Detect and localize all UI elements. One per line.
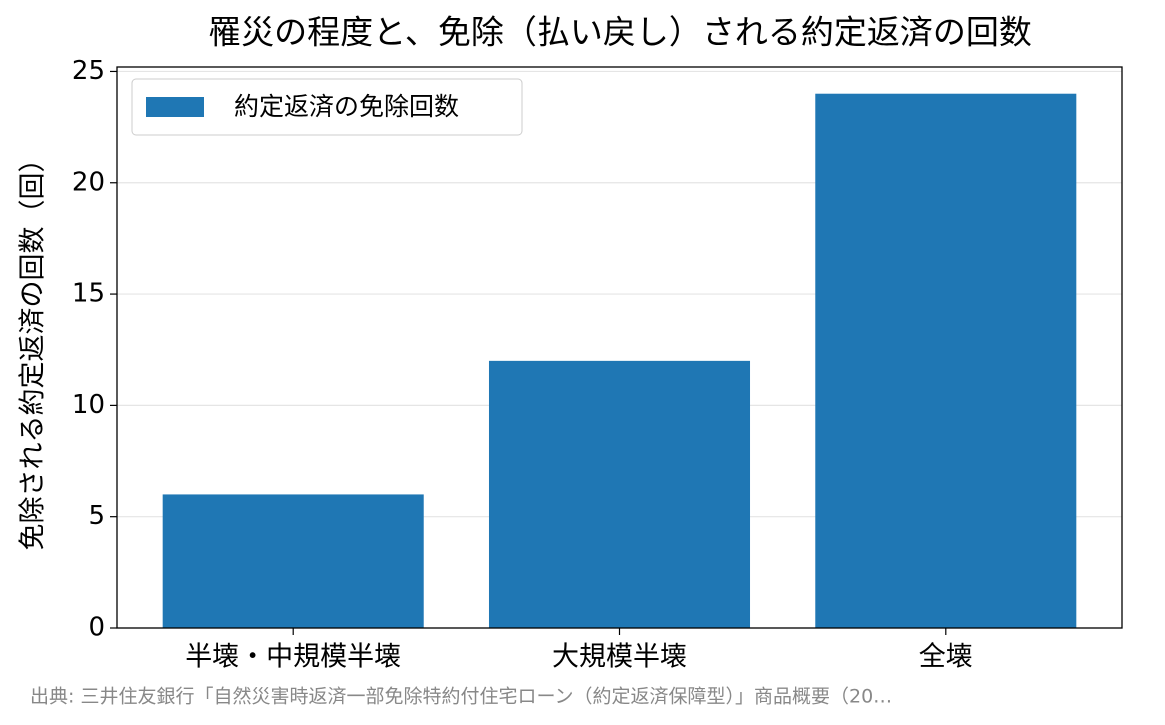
plot-frame (116, 66, 1123, 629)
y-tick-label: 0 (88, 613, 105, 643)
bar (162, 494, 424, 628)
x-tick-label: 大規模半壊 (552, 642, 687, 673)
bar (488, 360, 751, 628)
legend-swatch (146, 97, 204, 117)
chart-title: 罹災の程度と、免除（払い戻し）される約定返済の回数 (208, 13, 1032, 52)
x-tick-label: 半壊・中規模半壊 (185, 642, 401, 673)
source-note: 出典: 三井住友銀行「自然災害時返済一部免除特約付住宅ローン（約定返済保障型）」… (30, 686, 892, 708)
legend-label: 約定返済の免除回数 (234, 92, 459, 121)
y-tick-label: 10 (72, 390, 105, 420)
legend-box (131, 78, 523, 136)
y-tick-label: 20 (72, 167, 105, 197)
y-tick-label: 25 (72, 56, 105, 86)
y-tick-label: 15 (72, 279, 105, 309)
bar (815, 93, 1077, 628)
y-axis-label: 免除される約定返済の回数（回） (18, 146, 49, 551)
x-tick-label: 全壊 (919, 642, 973, 673)
y-tick-label: 5 (88, 501, 105, 531)
